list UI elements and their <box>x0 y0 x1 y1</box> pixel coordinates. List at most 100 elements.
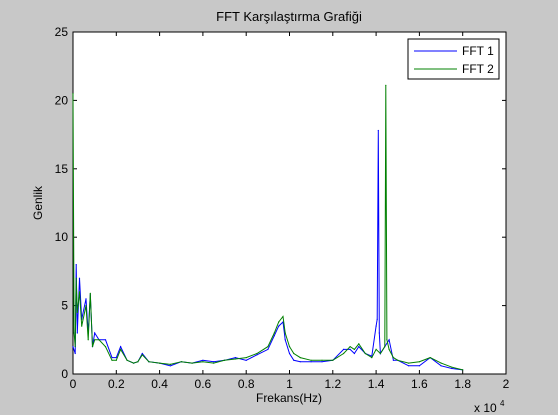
data-point-fft-2 <box>115 359 117 361</box>
data-point-fft-2 <box>191 362 193 364</box>
data-point-fft-1 <box>256 354 258 356</box>
data-point-fft-2 <box>133 362 135 364</box>
x-axis-ticks: 0 0.2 0.4 0.6 0.8 1 1.2 1.4 1.6 1.8 2 <box>70 32 510 391</box>
data-point-fft-2 <box>384 346 386 348</box>
x-axis-multiplier: x 10 4 <box>474 399 505 415</box>
data-point-fft-1 <box>76 332 78 334</box>
data-point-fft-1 <box>284 339 286 341</box>
data-point-fft-2 <box>74 346 76 348</box>
data-point-fft-2 <box>94 339 96 341</box>
x-tick-label: 0.4 <box>151 377 168 391</box>
y-tick-label: 0 <box>61 367 68 381</box>
data-point-fft-1 <box>234 357 236 359</box>
data-point-fft-2 <box>85 305 87 307</box>
data-point-fft-2 <box>75 277 77 279</box>
data-point-fft-1 <box>74 352 76 355</box>
data-point-fft-1 <box>120 346 122 348</box>
data-point-fft-1 <box>245 359 247 361</box>
data-point-fft-2 <box>385 84 387 86</box>
x-tick-label: 0.8 <box>238 377 255 391</box>
data-point-fft-1 <box>440 365 442 367</box>
data-point-fft-1 <box>141 352 143 355</box>
data-point-fft-1 <box>310 361 312 363</box>
data-point-fft-2 <box>169 363 171 365</box>
x-tick-label: 1.6 <box>411 377 428 391</box>
data-point-fft-2 <box>137 361 139 363</box>
data-point-fft-1 <box>104 339 107 341</box>
legend-box <box>407 38 500 80</box>
data-point-fft-2 <box>408 362 410 364</box>
data-point-fft-2 <box>126 359 128 361</box>
data-point-fft-1 <box>273 335 275 337</box>
data-point-fft-1 <box>278 325 280 327</box>
x-tick-label: 0.2 <box>108 377 125 391</box>
data-point-fft-1 <box>408 365 410 367</box>
data-point-fft-1 <box>451 367 453 370</box>
data-point-fft-2 <box>180 361 182 363</box>
data-point-fft-2 <box>111 359 113 361</box>
data-point-fft-1 <box>358 346 360 348</box>
data-point-fft-2 <box>386 339 388 341</box>
data-point-fft-1 <box>378 332 380 334</box>
data-point-fft-2 <box>332 359 334 361</box>
data-point-fft-2 <box>89 292 91 294</box>
data-point-fft-2 <box>87 339 89 341</box>
data-point-fft-1 <box>353 352 355 355</box>
data-point-fft-1 <box>111 357 113 359</box>
data-point-fft-2 <box>141 354 143 356</box>
data-point-fft-2 <box>358 343 360 345</box>
data-point-fft-1 <box>349 348 351 350</box>
data-point-fft-2 <box>98 339 100 341</box>
data-point-fft-1 <box>267 348 269 350</box>
data-point-fft-2 <box>429 357 431 359</box>
y-axis-label: Genlik <box>31 185 45 220</box>
x-tick-label: 1.2 <box>324 377 341 391</box>
data-point-fft-1 <box>288 352 291 355</box>
data-point-fft-2 <box>293 352 295 355</box>
data-point-fft-1 <box>388 339 390 341</box>
data-point-fft-2 <box>159 362 161 364</box>
y-tick-label: 5 <box>61 299 68 313</box>
x-tick-label: 1 <box>286 377 293 391</box>
data-point-fft-2 <box>104 346 107 348</box>
x-tick-label: 1.4 <box>368 377 385 391</box>
data-point-fft-2 <box>72 93 74 95</box>
data-point-fft-2 <box>397 359 399 361</box>
data-point-fft-1 <box>343 348 345 350</box>
data-point-fft-1 <box>78 277 81 279</box>
data-point-fft-2 <box>353 348 355 350</box>
data-point-fft-2 <box>202 361 204 363</box>
legend-label-fft-2: FFT 2 <box>462 62 494 76</box>
x-axis-multiplier-exponent: 4 <box>500 399 505 408</box>
y-tick-label: 20 <box>55 93 69 107</box>
data-point-fft-2 <box>375 348 377 350</box>
data-point-fft-2 <box>73 332 75 334</box>
y-tick-label: 15 <box>55 162 69 176</box>
data-point-fft-2 <box>379 352 381 355</box>
data-point-fft-2 <box>451 366 453 368</box>
data-point-fft-1 <box>376 318 378 320</box>
data-point-fft-1 <box>377 129 379 132</box>
data-point-fft-2 <box>148 361 150 363</box>
data-point-fft-2 <box>440 362 442 364</box>
data-point-fft-2 <box>245 357 247 359</box>
data-point-fft-1 <box>94 332 96 334</box>
data-point-fft-2 <box>392 357 394 359</box>
data-point-fft-2 <box>213 362 215 364</box>
data-point-fft-1 <box>75 264 77 266</box>
x-tick-label: 0 <box>70 377 77 391</box>
chart-title: FFT Karşılaştırma Grafiği <box>216 9 362 24</box>
x-tick-label: 0.6 <box>195 377 212 391</box>
plot-area <box>72 31 507 375</box>
data-point-fft-2 <box>418 361 420 363</box>
legend[interactable]: FFT 1 FFT 2 <box>407 38 500 80</box>
data-point-fft-2 <box>223 359 226 361</box>
data-point-fft-2 <box>284 332 286 334</box>
x-tick-label: 1.8 <box>454 377 471 391</box>
data-point-fft-2 <box>349 346 351 348</box>
x-axis-multiplier-base: x 10 <box>474 401 497 415</box>
y-axis-ticks: 0 5 10 15 20 25 <box>55 25 506 381</box>
data-point-fft-2 <box>120 348 122 350</box>
data-point-fft-1 <box>392 359 394 361</box>
